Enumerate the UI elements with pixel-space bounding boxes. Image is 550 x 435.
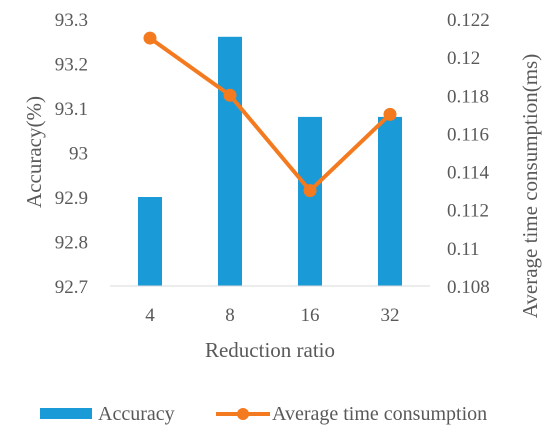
time-point [383, 107, 397, 121]
legend-time-label: Average time consumption [272, 403, 487, 425]
bar-accuracy [298, 116, 322, 287]
y-tick-label-right: 0.12 [447, 48, 480, 69]
legend: Accuracy Average time consumption [40, 403, 487, 425]
y-tick-label-right: 0.11 [447, 239, 480, 260]
x-axis-title: Reduction ratio [205, 338, 335, 362]
y-tick-label-right: 0.116 [447, 124, 489, 145]
x-axis-ticks: 4 8 16 32 [145, 305, 399, 326]
y-tick-label-left: 93 [69, 144, 88, 165]
legend-time-marker [237, 408, 249, 420]
x-tick-label: 4 [145, 305, 155, 326]
bar-accuracy [378, 116, 402, 287]
bar-accuracy [218, 36, 242, 286]
legend-accuracy-label: Accuracy [98, 403, 175, 425]
y-tick-label-left: 93.3 [55, 10, 88, 31]
y-tick-label-left: 93.2 [55, 55, 88, 76]
y-tick-label-left: 93.1 [55, 99, 88, 120]
y-tick-label-right: 0.122 [447, 10, 490, 31]
time-consumption-line [143, 31, 397, 198]
left-axis-ticks: 92.7 92.8 92.9 93 93.1 93.2 93.3 [55, 10, 88, 298]
y-tick-label-right: 0.112 [447, 201, 489, 222]
x-tick-label: 8 [225, 305, 235, 326]
right-axis-ticks: 0.108 0.11 0.112 0.114 0.116 0.118 0.12 0.122 [447, 10, 490, 298]
y-axis-title-left: Accuracy(%) [22, 96, 46, 208]
accuracy-bars [138, 36, 402, 287]
y-tick-label-left: 92.9 [55, 188, 88, 209]
y-tick-label-right: 0.114 [447, 163, 490, 184]
time-point [223, 88, 237, 102]
y-tick-label-left: 92.8 [55, 233, 88, 254]
time-line-path [148, 36, 392, 193]
y-tick-label-left: 92.7 [55, 277, 88, 298]
time-point [143, 31, 157, 45]
y-axis-title-right: Average time consumption(ms) [518, 54, 542, 318]
y-tick-label-right: 0.108 [447, 277, 490, 298]
x-tick-label: 16 [301, 305, 320, 326]
y-tick-label-right: 0.118 [447, 86, 489, 107]
time-point [303, 184, 317, 198]
legend-accuracy-swatch [40, 408, 92, 419]
bar-accuracy [138, 197, 162, 286]
x-tick-label: 32 [381, 305, 400, 326]
